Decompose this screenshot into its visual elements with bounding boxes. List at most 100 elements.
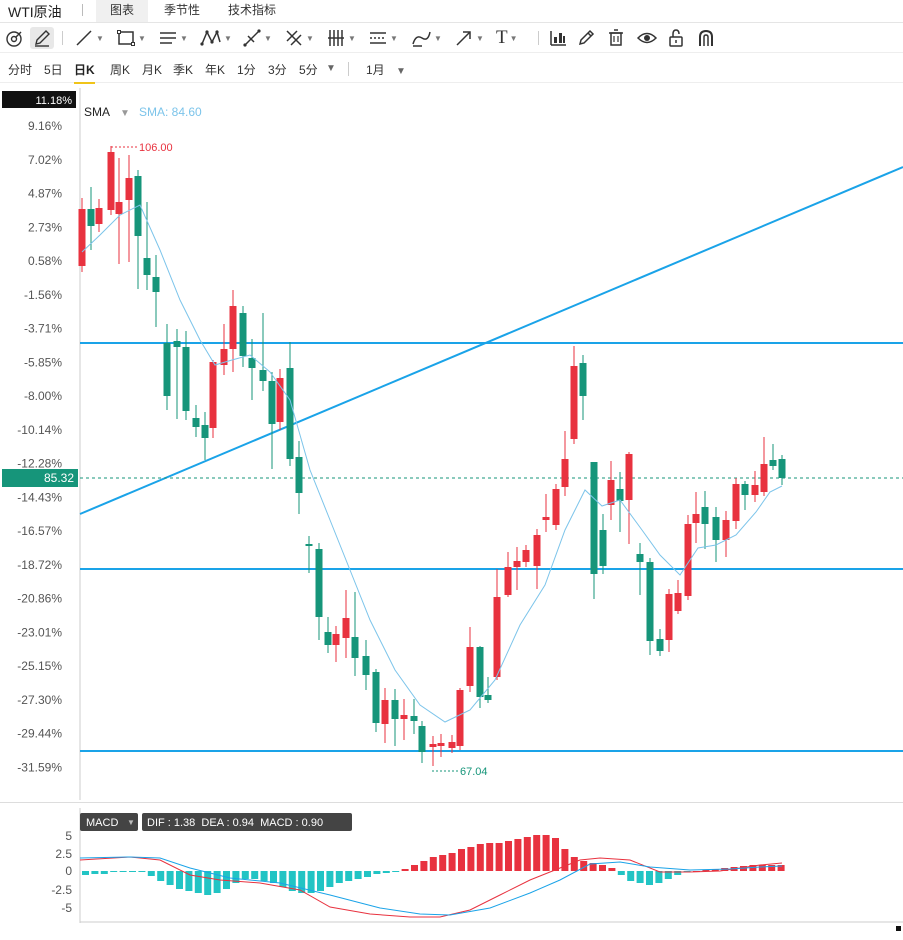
brush-icon[interactable]: ▼ (410, 27, 442, 49)
range-selector[interactable]: 1月 ▼ (366, 61, 406, 78)
candle-body (182, 347, 190, 411)
period-more-chevron-icon[interactable]: ▼ (326, 63, 336, 74)
max-label: 106.00 (139, 142, 173, 154)
y-axis-label: -8.00% (24, 389, 62, 403)
candle-body (163, 343, 171, 396)
macd-bar (364, 871, 371, 877)
candle-body (476, 647, 484, 697)
macd-bar (580, 861, 588, 871)
min-label: 67.04 (460, 766, 488, 778)
title-divider (82, 4, 83, 16)
indicator-icon[interactable] (548, 27, 568, 49)
y-axis-label: 7.02% (28, 153, 62, 167)
period-quarterly[interactable]: 季K (173, 63, 194, 77)
resize-handle[interactable] (896, 926, 901, 931)
fib-icon[interactable]: ▼ (284, 27, 314, 49)
candle-body (95, 208, 103, 224)
period-intraday[interactable]: 分时 (8, 63, 33, 77)
top-percent-label: 11.18% (36, 95, 73, 107)
period-bar: 分时 5日 日K 周K 月K 季K 年K 1分 3分 5分 ▼ 1月 ▼ (0, 56, 903, 84)
macd-bar (486, 843, 494, 871)
candle-body (286, 368, 294, 459)
period-monthly[interactable]: 月K (142, 63, 163, 77)
y-axis-label: 9.16% (28, 119, 62, 133)
edit-icon[interactable] (576, 27, 596, 49)
macd-y-axis-label: -2.5 (51, 883, 72, 897)
line-icon[interactable]: ▼ (74, 27, 104, 49)
candle-body (381, 700, 389, 724)
measure-icon[interactable]: ▼ (242, 27, 272, 49)
y-axis: 9.16% 7.02% 4.87% 2.73% 0.58% -1.56% -3.71% -5.… (17, 119, 62, 774)
magnet-u-icon[interactable] (696, 27, 716, 49)
macd-chevron-icon[interactable]: ▼ (127, 818, 135, 827)
period-1min[interactable]: 1分 (237, 63, 256, 77)
macd-bar (448, 853, 456, 871)
candle-body (418, 726, 426, 752)
period-yearly[interactable]: 年K (205, 63, 226, 77)
parallel-icon[interactable]: ▼ (370, 32, 398, 44)
macd-bar (335, 871, 343, 883)
candle-body (143, 258, 151, 275)
gann-icon[interactable]: ▼ (328, 30, 356, 46)
macd-bar (298, 871, 306, 893)
period-5min[interactable]: 5分 (299, 63, 318, 77)
candle-body (684, 524, 692, 596)
tab-technical-indicators[interactable]: 技术指标 (228, 3, 277, 17)
macd-button-label: MACD (86, 817, 118, 829)
eye-icon[interactable] (636, 27, 658, 49)
candle-body (362, 656, 370, 675)
macd-bar (702, 870, 710, 871)
candle-body (400, 715, 408, 719)
pencil-icon[interactable] (30, 27, 54, 49)
period-divider (348, 62, 349, 76)
period-weekly[interactable]: 周K (110, 63, 131, 77)
indicator-label[interactable]: SMA (84, 105, 110, 119)
macd-button[interactable] (80, 813, 138, 831)
period-3min[interactable]: 3分 (268, 63, 287, 77)
macd-bar (176, 871, 183, 889)
text-icon[interactable]: T ▼ (496, 27, 518, 48)
macd-bar (589, 863, 597, 871)
y-axis-label: 2.73% (28, 220, 62, 234)
period-daily[interactable]: 日K (74, 63, 95, 84)
candle-body (778, 459, 786, 478)
magnet-icon[interactable] (4, 27, 24, 49)
lock-icon[interactable] (666, 27, 686, 49)
y-axis-label: -3.71% (24, 322, 62, 336)
candle-body (701, 507, 709, 524)
y-axis-label: -5.85% (24, 355, 62, 369)
candle-body (315, 549, 323, 617)
tab-chart[interactable]: 图表 (96, 0, 149, 22)
pattern-icon[interactable]: ▼ (200, 27, 232, 49)
y-axis-label: -27.30% (17, 693, 62, 707)
period-5d[interactable]: 5日 (44, 63, 63, 77)
candle-body (692, 514, 700, 523)
candle-body (351, 637, 359, 658)
candle-body (305, 544, 313, 546)
macd-bar (561, 849, 569, 871)
macd-bar (542, 835, 550, 871)
macd-bar (232, 871, 240, 883)
macd-bar (307, 871, 315, 893)
macd-bar (768, 865, 776, 871)
rectangle-icon[interactable]: ▼ (116, 27, 146, 49)
macd-pane[interactable]: 5 2.5 0 -2.5 -5 MACD ▼ DIF : 1.38 DEA : 0.94… (0, 808, 903, 935)
candle-body (87, 209, 95, 226)
channel-icon[interactable]: ▼ (160, 32, 188, 44)
candle-body (760, 464, 768, 492)
candle-body (522, 550, 530, 562)
tab-seasonality[interactable]: 季节性 (164, 3, 201, 17)
candle-body (579, 363, 587, 396)
trend-line[interactable] (79, 166, 903, 515)
candle-body (533, 535, 541, 566)
candle-body (239, 313, 247, 356)
candle-body (107, 152, 115, 210)
trash-icon[interactable] (606, 27, 626, 49)
arrow-icon[interactable]: ▼ (454, 27, 484, 49)
candle-body (324, 632, 332, 645)
sma-chevron-icon[interactable]: ▼ (120, 108, 130, 119)
macd-bar (129, 871, 136, 872)
candle-body (741, 484, 749, 495)
pane-divider[interactable] (0, 802, 903, 803)
main-chart[interactable]: 9.16% 7.02% 4.87% 2.73% 0.58% -1.56% -3.71% -5.… (0, 88, 903, 800)
